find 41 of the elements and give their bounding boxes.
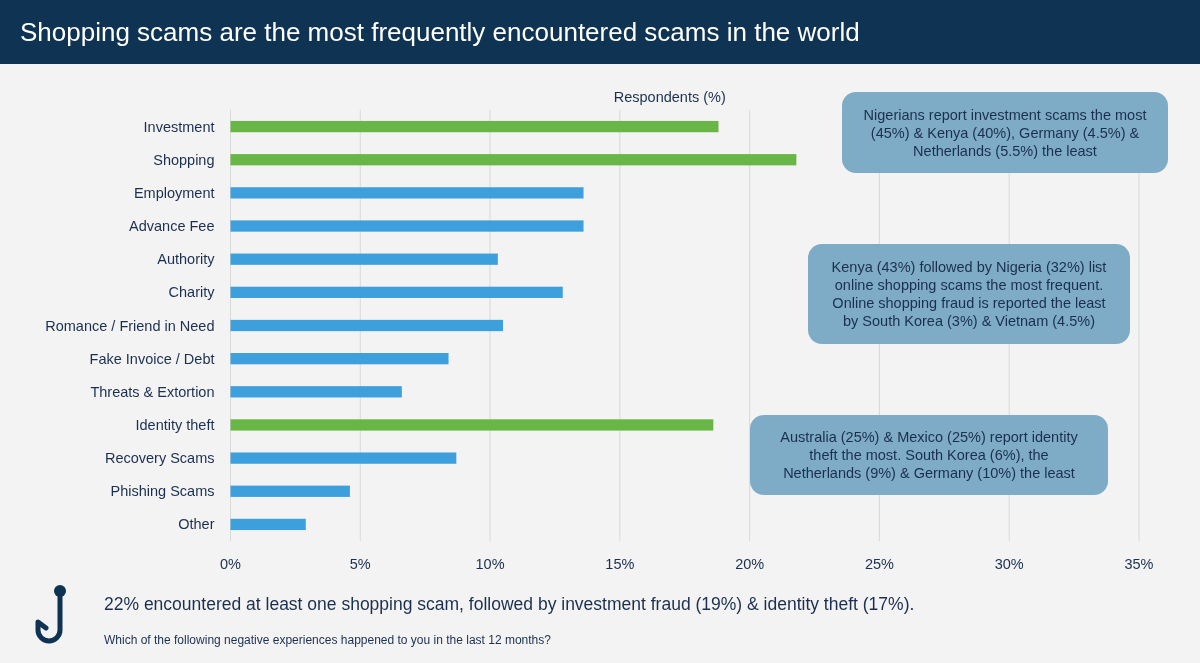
- bar: [230, 485, 350, 497]
- y-tick-label: Advance Fee: [129, 218, 215, 235]
- bar: [230, 452, 457, 464]
- bar: [230, 253, 498, 265]
- annotation: Kenya (43%) followed by Nigeria (32%) list online shopping scams the most frequent. Online shopping fraud is reported the least by South Korea (3%) & Vietnam (4.5%): [831, 259, 1107, 330]
- y-tick-label: Phishing Scams: [110, 483, 215, 500]
- x-tick-label: 30%: [994, 556, 1024, 572]
- bar: [230, 220, 584, 232]
- bar: [230, 286, 563, 298]
- text: Which of the following negative experiences happened to you in the last 12 months?: [104, 633, 552, 647]
- x-tick-label: 25%: [864, 556, 895, 572]
- chart-title: Shopping scams are the most frequently encountered scams in the world: [20, 17, 860, 47]
- y-tick-label: Romance / Friend in Need: [45, 317, 215, 334]
- x-tick-label: 5%: [349, 556, 371, 572]
- text: 22% encountered at least one shopping scam, followed by investment fraud (19%) & identity theft (17%).: [104, 594, 915, 614]
- x-tick-label: 10%: [475, 556, 505, 572]
- y-tick-label: Recovery Scams: [104, 450, 215, 467]
- bar: [230, 386, 402, 398]
- x-tick-label: 15%: [605, 556, 635, 572]
- bar: [230, 518, 306, 531]
- y-tick-label: Threats & Extortion: [90, 383, 215, 400]
- y-tick-label: Identity theft: [135, 417, 215, 434]
- y-tick-label: Fake Invoice / Debt: [89, 350, 215, 367]
- bar: [230, 353, 449, 365]
- x-tick-label: 20%: [735, 556, 765, 572]
- annotation: Nigerians report investment scams the most (45%) & Kenya (40%), Germany (4.5%) & Netherlands (5.5%) the least: [863, 106, 1147, 159]
- y-tick-label: Investment: [143, 118, 215, 135]
- bar: [230, 187, 584, 199]
- y-tick-label: Shopping: [153, 151, 215, 168]
- y-tick-label: Charity: [168, 284, 216, 301]
- x-tick-label: 0%: [220, 556, 242, 572]
- bar: [230, 319, 504, 332]
- x-tick-label: 35%: [1124, 556, 1154, 572]
- annotation: Australia (25%) & Mexico (25%) report identity theft the most. South Korea (6%), the Netherlands (9%) & Germany (10%) the least: [780, 429, 1079, 482]
- bar: [230, 154, 797, 166]
- y-tick-label: Employment: [133, 184, 215, 201]
- y-tick-label: Other: [178, 516, 215, 533]
- y-tick-label: Authority: [157, 251, 216, 268]
- bar: [230, 120, 719, 133]
- x-axis-title: Respondents (%): [613, 89, 726, 105]
- bar: [230, 419, 714, 431]
